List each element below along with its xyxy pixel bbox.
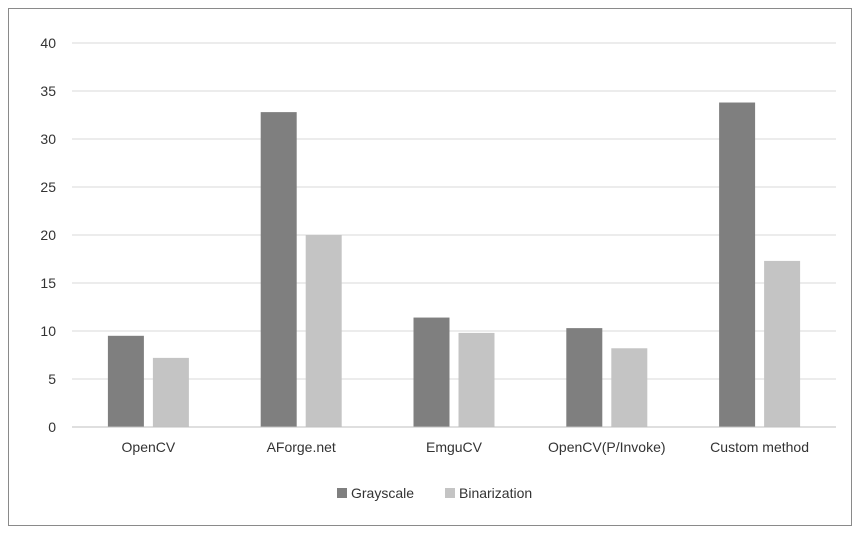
y-tick-label: 25 [40,179,56,195]
y-tick-label: 35 [40,83,56,99]
y-tick-label: 15 [40,275,56,291]
bar-grayscale-4 [719,102,756,428]
bar-grayscale-1 [260,112,297,428]
bar-binarization-4 [764,260,801,427]
bar-binarization-2 [458,332,495,427]
y-tick-label: 40 [40,35,56,51]
bar-binarization-0 [152,357,189,427]
legend: Grayscale Binarization [337,485,532,501]
y-tick-label: 5 [48,371,56,387]
gridlines [72,42,836,380]
legend-swatch-grayscale [337,488,347,498]
x-category-label: Custom method [710,439,809,455]
y-tick-label: 30 [40,131,56,147]
bar-grayscale-3 [566,328,603,427]
x-axis-labels: OpenCV AForge.net EmguCV OpenCV(P/Invoke) Cu… [122,439,809,455]
x-category-label: OpenCV [122,439,176,455]
x-category-label: AForge.net [267,439,336,455]
legend-swatch-binarization [445,488,455,498]
x-category-label: EmguCV [426,439,483,455]
legend-label-grayscale: Grayscale [351,485,414,501]
y-axis-ticks: 0 5 10 15 20 25 30 35 40 [40,35,56,435]
bar-grayscale-2 [413,317,450,427]
x-category-label: OpenCV(P/Invoke) [548,439,666,455]
bar-binarization-3 [611,348,648,427]
bar-grayscale-0 [107,335,144,427]
legend-label-binarization: Binarization [459,485,532,501]
bars [107,102,801,428]
chart-frame [8,8,852,526]
y-tick-label: 0 [48,419,56,435]
bar-binarization-1 [305,235,342,427]
y-tick-label: 10 [40,323,56,339]
y-tick-label: 20 [40,227,56,243]
